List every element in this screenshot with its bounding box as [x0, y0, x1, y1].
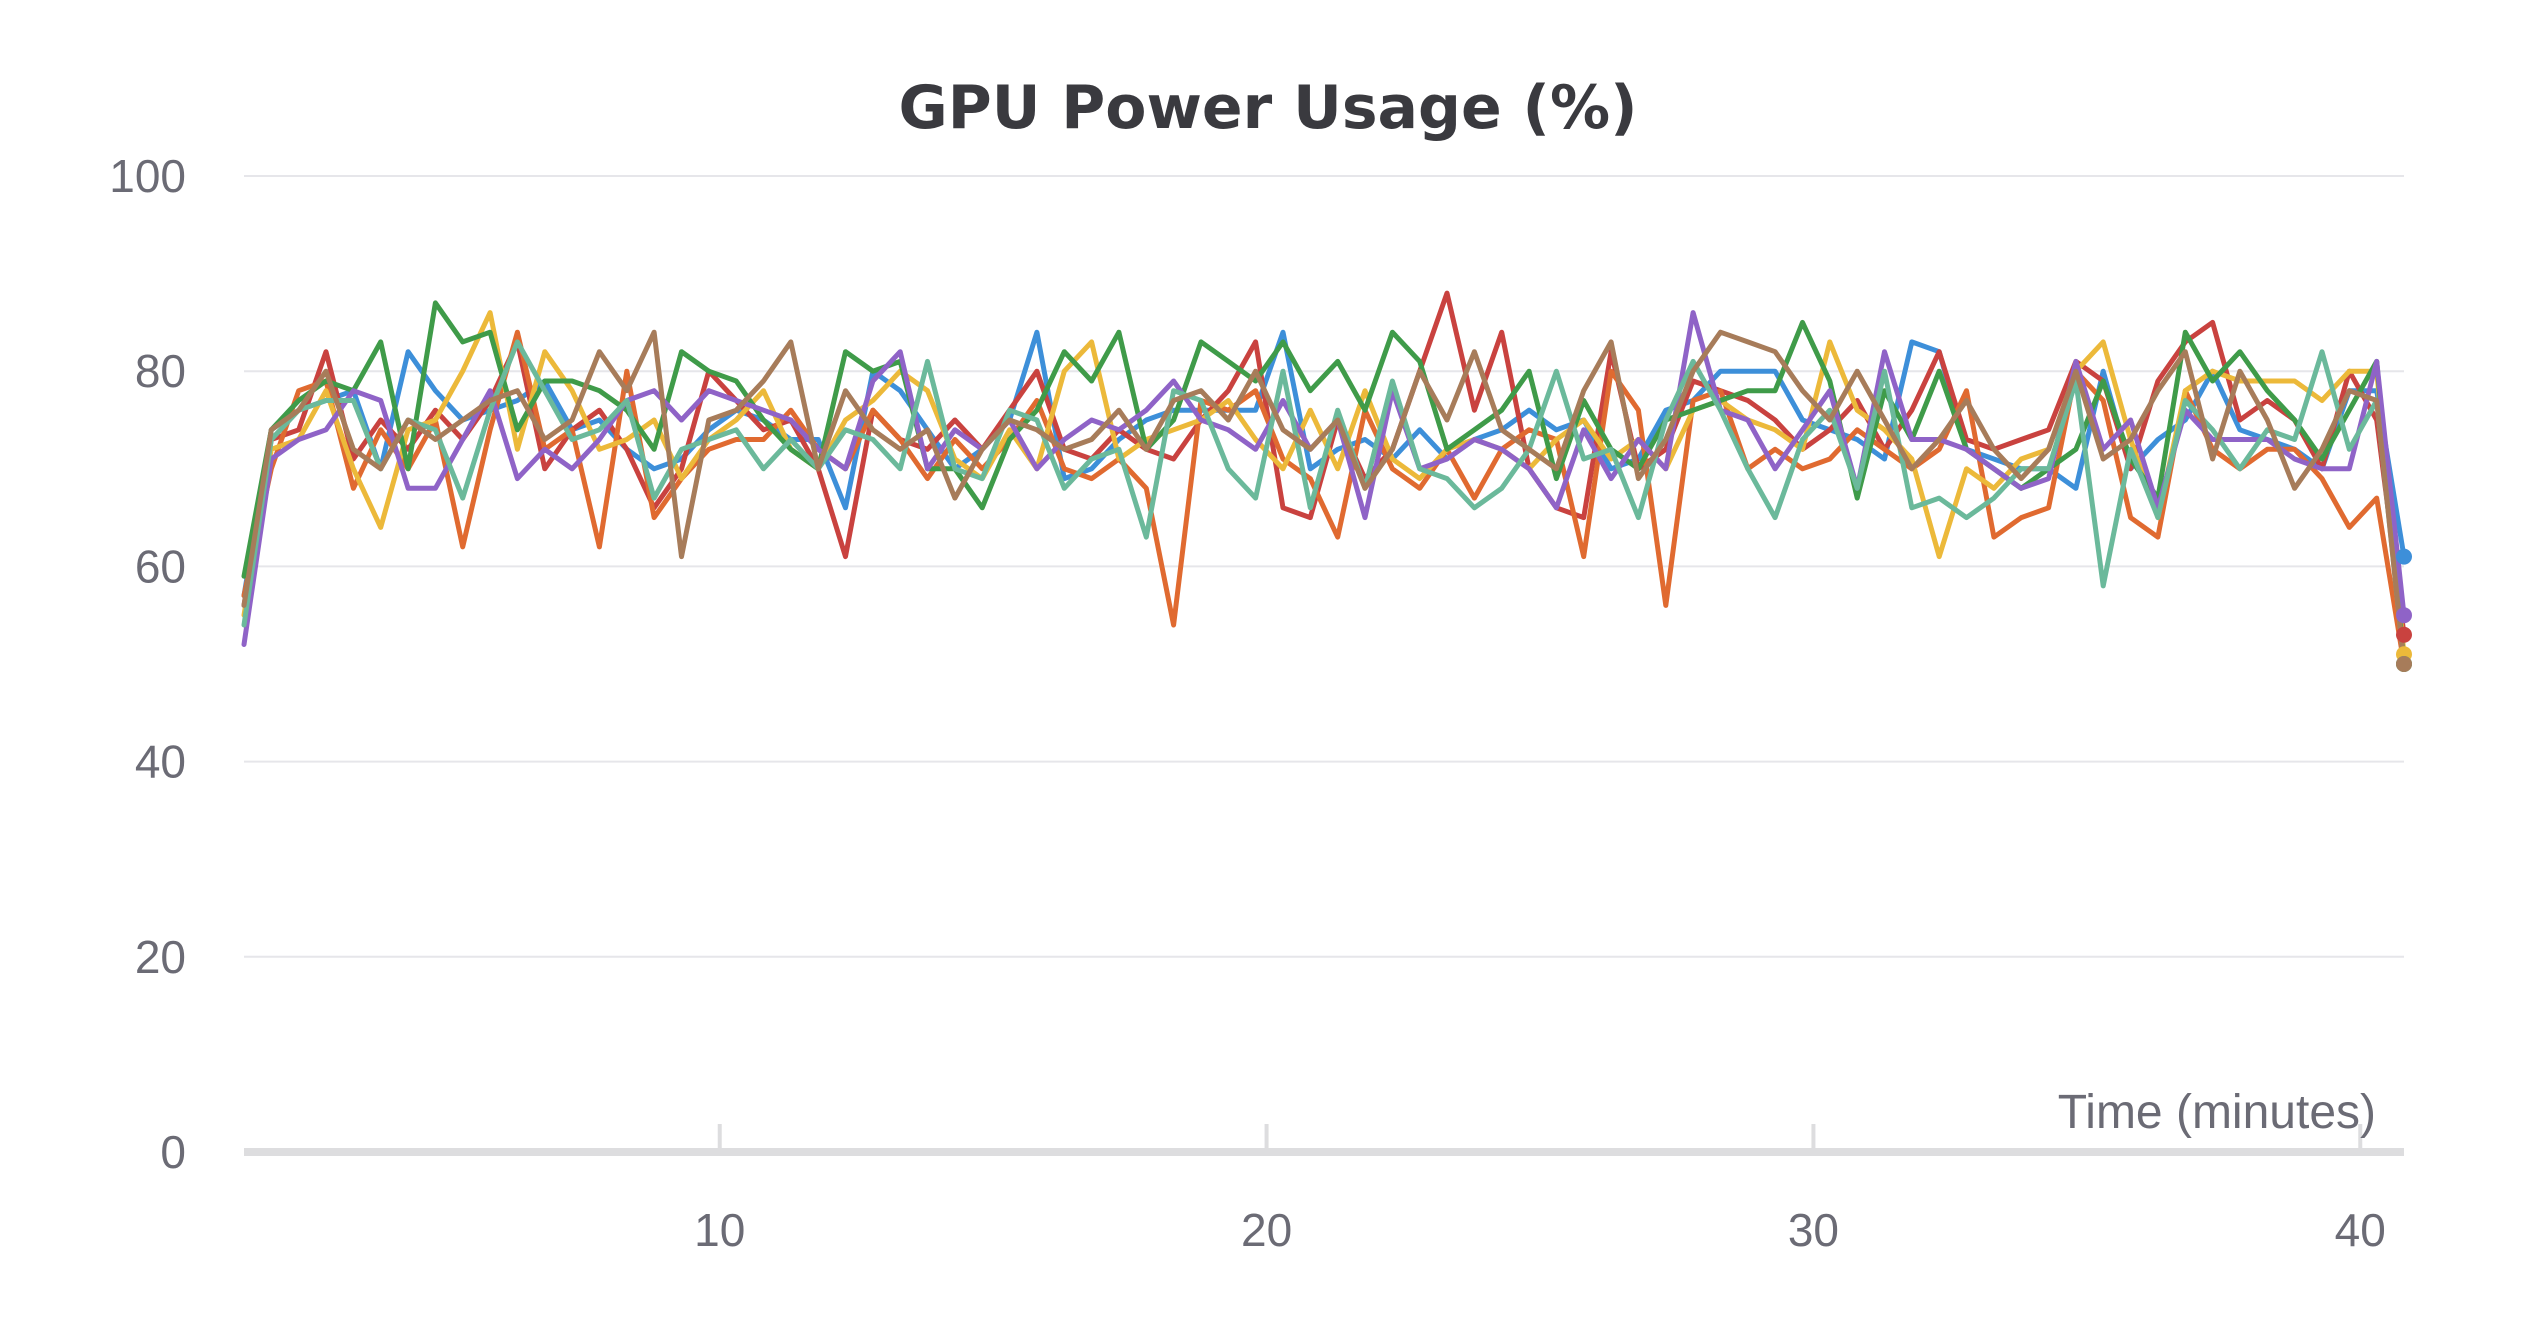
- y-tick-label: 0: [160, 1126, 186, 1178]
- series-end-point-6: [2396, 607, 2412, 624]
- series-line-2: [241, 290, 2407, 638]
- x-tick-label: 40: [2335, 1204, 2386, 1256]
- series-end-markers: [2396, 548, 2412, 672]
- x-axis-ticks: 10 20 30 40: [694, 1124, 2386, 1256]
- x-tick-label: 10: [694, 1204, 745, 1256]
- x-tick-label: 20: [1241, 1204, 1292, 1256]
- series-line-5: [241, 300, 2407, 667]
- x-tick-label: 30: [1788, 1204, 1839, 1256]
- series-line-8: [241, 329, 2407, 667]
- y-tick-label: 40: [135, 736, 186, 788]
- series-line-3: [241, 329, 2407, 667]
- series-line-4: [241, 310, 2407, 657]
- gridlines: [244, 175, 2404, 958]
- series-end-point-8: [2396, 656, 2412, 672]
- series-line-7: [241, 339, 2407, 667]
- y-tick-label: 100: [109, 150, 186, 202]
- series-end-point-2: [2396, 626, 2412, 643]
- y-tick-label: 80: [135, 345, 186, 397]
- chart-title: GPU Power Usage (%): [898, 73, 1637, 143]
- series-lines: [241, 290, 2407, 667]
- y-axis-ticks: 0 20 40 60 80 100: [109, 150, 186, 1178]
- x-axis-label: Time (minutes): [2058, 1086, 2376, 1139]
- series-end-point-1: [2396, 548, 2412, 565]
- y-tick-label: 60: [135, 540, 186, 592]
- y-tick-label: 20: [135, 931, 186, 983]
